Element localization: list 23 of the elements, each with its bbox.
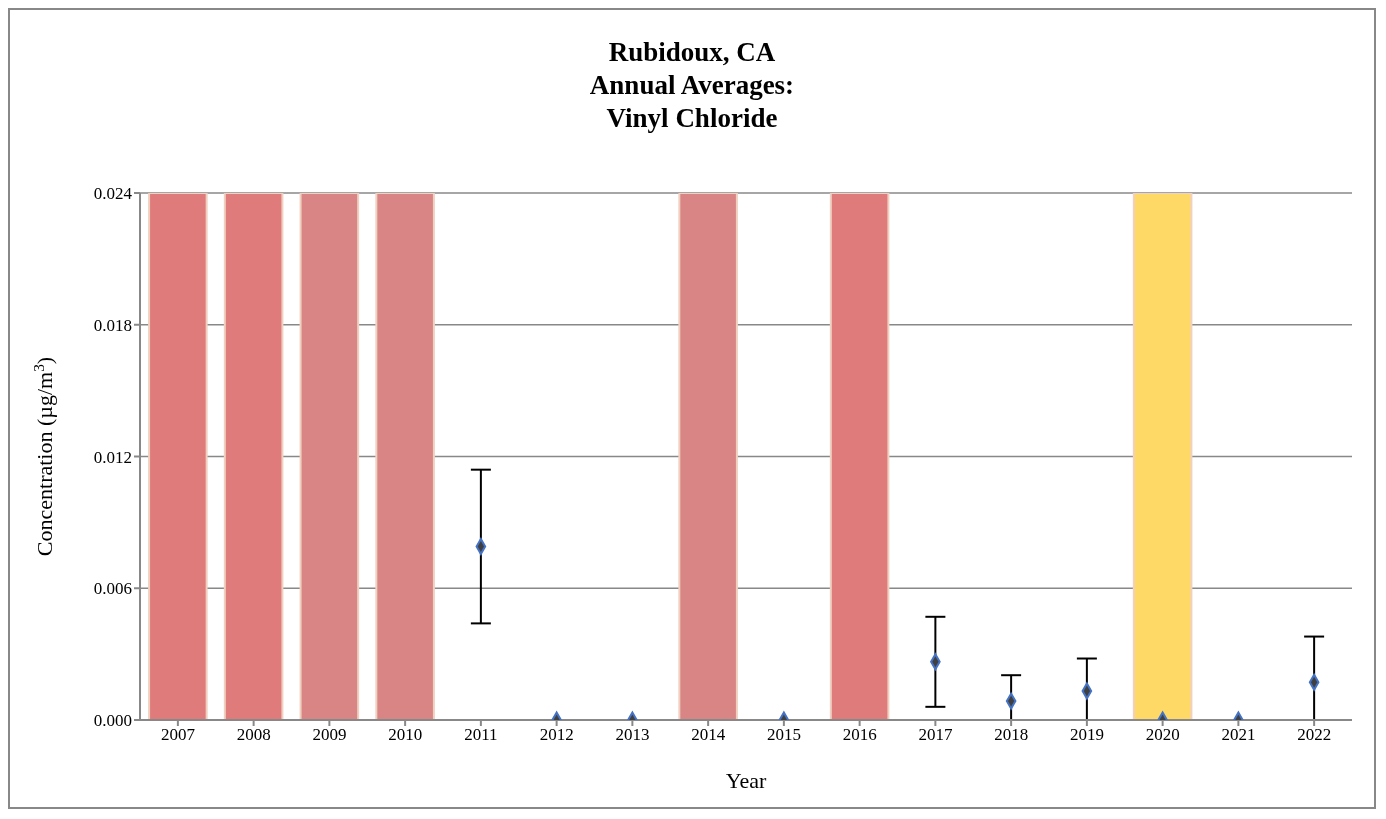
y-tick-label: 0.024 [93, 184, 133, 204]
x-tick-label: 2014 [691, 725, 726, 745]
x-tick-label: 2016 [842, 725, 877, 745]
x-tick-label: 2015 [766, 725, 801, 745]
x-tick-label: 2013 [615, 725, 650, 745]
x-tick-label: 2007 [160, 725, 196, 745]
x-tick-label: 2012 [539, 725, 574, 745]
x-tick-label: 2022 [1297, 725, 1332, 745]
x-tick-label: 2009 [312, 725, 347, 745]
x-tick-label: 2019 [1069, 725, 1104, 745]
x-tick-label: 2018 [994, 725, 1029, 745]
x-tick-label: 2010 [388, 725, 423, 745]
chart-title: Rubidoux, CA Annual Averages: Vinyl Chloride [588, 36, 796, 135]
x-tick-label: 2017 [918, 725, 953, 745]
y-tick-label: 0.000 [93, 711, 132, 731]
y-tick-label: 0.018 [93, 315, 132, 335]
x-axis-title: Year [725, 768, 767, 793]
y-tick-label: 0.012 [93, 447, 132, 467]
x-tick-label: 2020 [1145, 725, 1180, 745]
x-tick-label: 2008 [236, 725, 271, 745]
y-tick-label: 0.006 [93, 579, 132, 599]
x-tick-label: 2021 [1221, 725, 1256, 745]
x-tick-label: 2011 [464, 725, 498, 745]
